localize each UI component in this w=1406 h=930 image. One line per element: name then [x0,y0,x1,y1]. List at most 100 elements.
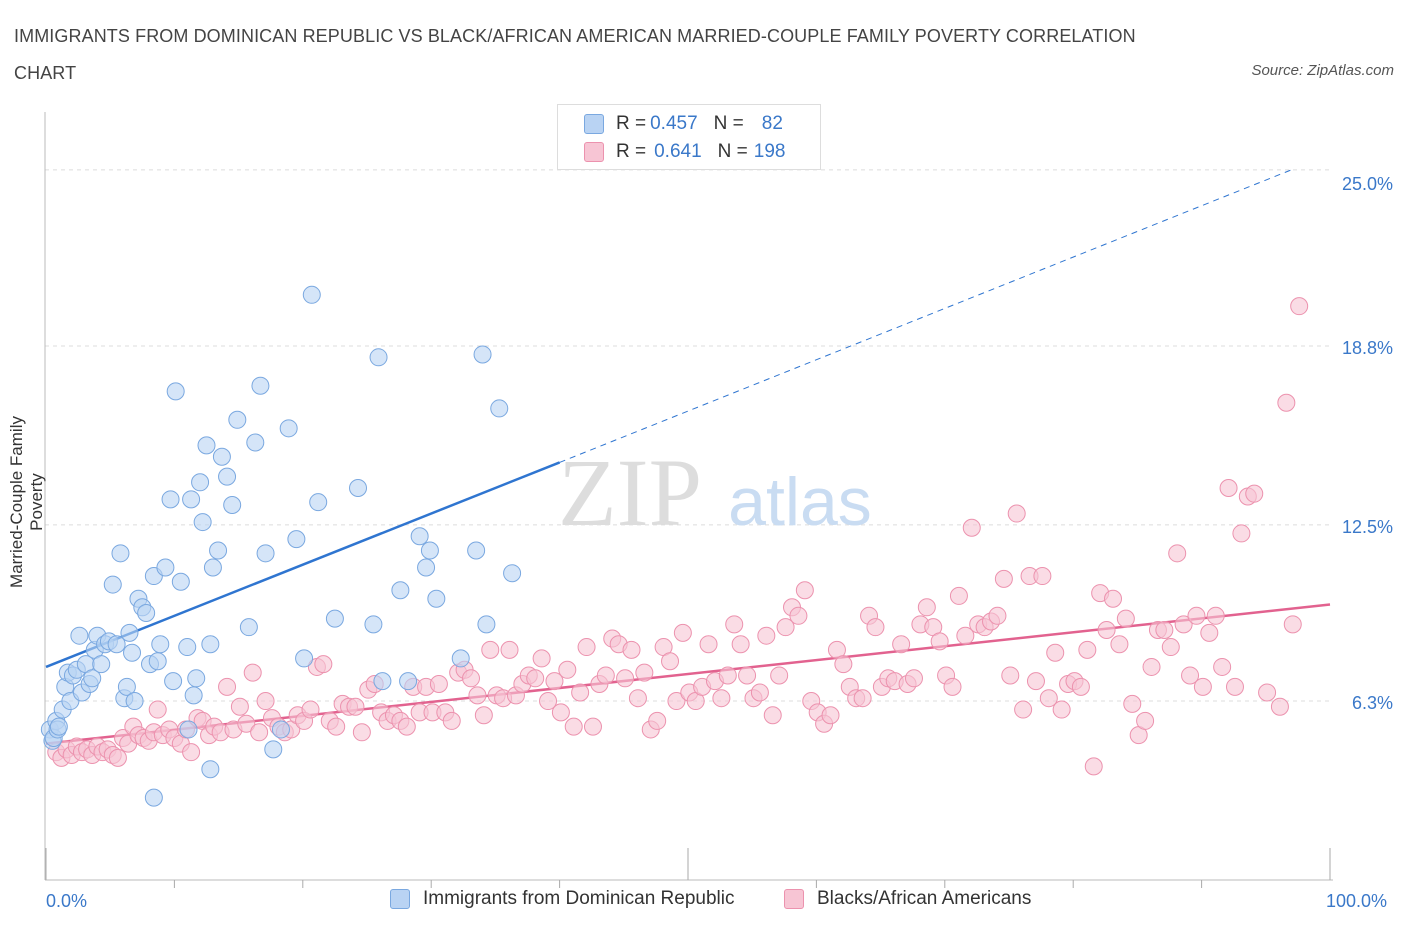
point-dominican [490,399,509,418]
data-points [40,285,1309,807]
stats-n-label-blue: N = [713,113,744,134]
point-dominican [391,581,410,600]
point-black [532,649,551,668]
point-black [564,717,583,736]
point-black [1039,689,1058,708]
point-dominican [193,513,212,532]
point-black [712,689,731,708]
point-dominican [410,527,429,546]
legend-swatch-blue [390,889,410,909]
point-black [596,666,615,685]
point-black [1232,524,1251,543]
point-dominican [246,433,265,452]
legend-item-dominican[interactable]: Immigrants from Dominican Republic [390,888,735,910]
watermark-zip: ZIP [558,439,702,546]
point-black [481,640,500,659]
point-dominican [209,541,228,560]
point-black [1136,711,1155,730]
point-dominican [156,558,175,577]
point-black [1290,297,1309,316]
point-black [1219,478,1238,497]
point-dominican [477,615,496,634]
point-dominican [295,649,314,668]
point-dominican [467,541,486,560]
point-dominican [148,652,167,671]
point-dominican [161,490,180,509]
point-dominican [184,686,203,705]
point-dominican [325,609,344,628]
point-dominican [120,623,139,642]
point-black [930,632,949,651]
point-dominican [256,544,275,563]
point-black [545,672,564,691]
point-black [770,666,789,685]
point-black [892,635,911,654]
point-black [750,683,769,702]
point-black [551,703,570,722]
point-black [673,623,692,642]
point-black [442,711,461,730]
point-black [539,692,558,711]
point-dominican [197,436,216,455]
point-black [667,692,686,711]
point-black [1052,700,1071,719]
point-dominican [369,348,388,367]
point-dominican [125,692,144,711]
point-dominican [137,603,156,622]
point-black [1110,635,1129,654]
point-black [795,581,814,600]
stats-r-value-blue: 0.457 [650,113,698,134]
point-dominican [302,285,321,304]
point-black [571,683,590,702]
stats-swatch-blue [584,114,604,134]
y-tick-label: 18.8% [1342,338,1393,358]
point-black [1225,677,1244,696]
point-dominican [179,720,198,739]
bottom-legend: Immigrants from Dominican Republic Black… [0,888,1406,918]
point-black [988,606,1007,625]
point-black [230,697,249,716]
stats-n-value-blue: 82 [761,113,783,134]
point-black [949,586,968,605]
point-black [1193,677,1212,696]
point-dominican [171,572,190,591]
point-black [301,700,320,719]
point-black [628,689,647,708]
point-dominican [399,672,418,691]
point-black [148,700,167,719]
point-black [853,689,872,708]
point-black [468,686,487,705]
point-dominican [451,649,470,668]
point-black [182,743,201,762]
point-black [1097,621,1116,640]
point-black [558,660,577,679]
legend-item-black[interactable]: Blacks/African Americans [784,888,1031,910]
point-black [1245,484,1264,503]
point-black [1270,697,1289,716]
point-black [237,714,256,733]
point-dominican [228,410,247,429]
point-black [500,640,519,659]
point-dominican [251,376,270,395]
point-black [429,674,448,693]
trend-line-black [45,603,1331,745]
point-black [956,626,975,645]
legend-label-dominican: Immigrants from Dominican Republic [423,888,735,909]
point-black [1046,643,1065,662]
point-dominican [503,564,522,583]
y-tick-labels: 6.3% 12.5% 18.8% 25.0% [1342,174,1393,713]
point-black [1206,606,1225,625]
trend-line-dominican-extension [559,169,1292,463]
point-dominican [279,419,298,438]
point-black [635,663,654,682]
point-black [1200,623,1219,642]
point-black [1155,621,1174,640]
point-black [327,717,346,736]
point-black [243,663,262,682]
point-black [1277,393,1296,412]
point-dominican [473,345,492,364]
source-label: Source: ZipAtlas.com [1251,62,1394,79]
point-dominican [117,677,136,696]
point-black [108,748,127,767]
point-black [962,518,981,537]
